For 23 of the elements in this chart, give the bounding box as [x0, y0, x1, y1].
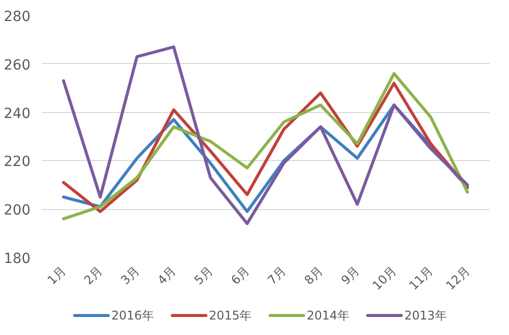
x-tick-label: 12月 [443, 264, 472, 293]
x-tick-label: 11月 [406, 264, 436, 293]
x-tick-label: 8月 [302, 264, 326, 288]
y-tick-label: 260 [4, 57, 31, 74]
x-tick-label: 2月 [81, 264, 106, 288]
x-tick-label: 3月 [118, 264, 142, 288]
y-tick-label: 240 [4, 106, 31, 122]
x-tick-label: 7月 [265, 264, 289, 288]
legend-label: 2014年 [306, 308, 350, 322]
x-tick-label: 9月 [338, 264, 362, 288]
y-tick-label: 180 [4, 251, 31, 267]
y-tick-label: 220 [4, 154, 31, 170]
y-tick-label: 280 [4, 9, 31, 25]
x-tick-label: 4月 [154, 264, 179, 288]
x-tick-label: 1月 [44, 264, 68, 288]
x-tick-label: 6月 [228, 264, 252, 288]
x-tick-label: 10月 [370, 264, 399, 293]
legend-label: 2015年 [209, 308, 252, 322]
legend-label: 2016年 [111, 308, 154, 322]
legend-label: 2013年 [404, 308, 447, 322]
y-tick-label: 200 [4, 202, 31, 219]
x-tick-label: 5月 [192, 264, 216, 288]
line-series [62, 45, 469, 226]
